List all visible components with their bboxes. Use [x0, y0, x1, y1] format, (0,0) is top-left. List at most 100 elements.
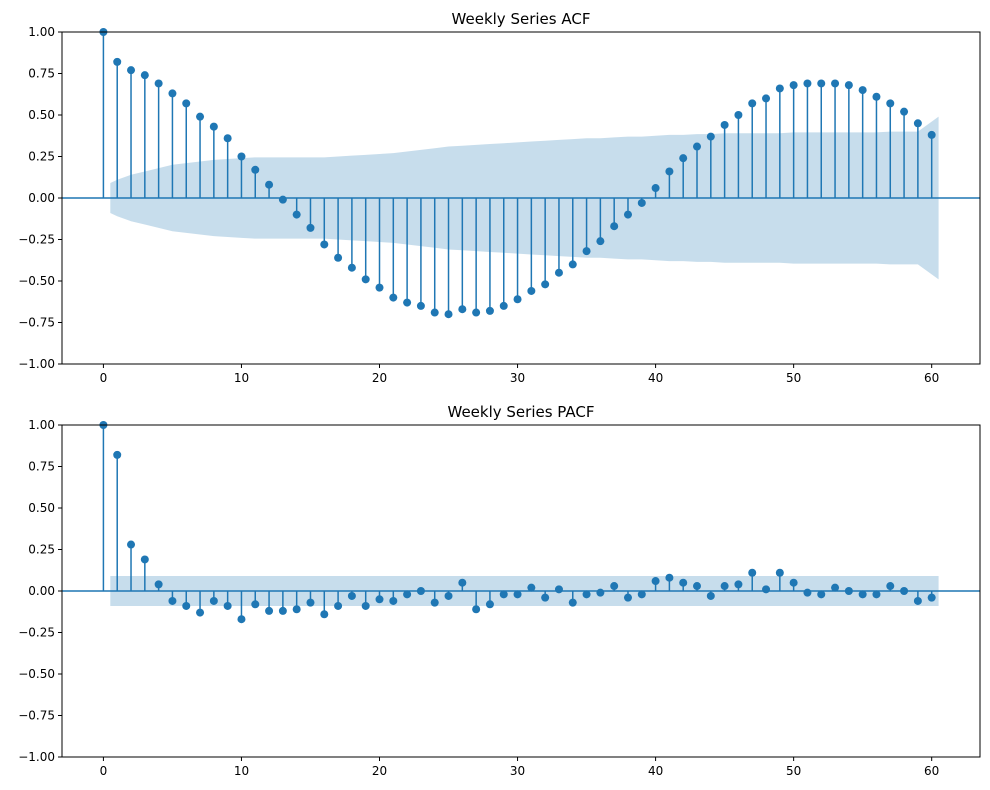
stem-marker — [706, 132, 715, 141]
y-tick-label: −1.00 — [18, 357, 55, 371]
y-tick-label: −1.00 — [18, 750, 55, 764]
stem-marker — [209, 122, 218, 131]
x-tick-label: 30 — [510, 371, 525, 385]
chart-title: Weekly Series ACF — [452, 10, 591, 28]
stem-marker — [292, 210, 301, 219]
y-tick-label: 0.25 — [28, 543, 55, 557]
stem-marker — [320, 610, 329, 619]
stem-marker — [831, 583, 840, 592]
stem-marker — [679, 578, 688, 587]
stem-marker — [623, 593, 632, 602]
stem-marker — [748, 568, 757, 577]
stem-marker — [168, 596, 177, 605]
y-tick-label: 1.00 — [28, 418, 55, 432]
stem-marker — [817, 79, 826, 88]
stem-marker — [127, 540, 136, 549]
stem-marker — [416, 301, 425, 310]
stem-marker — [762, 94, 771, 103]
x-tick-label: 50 — [786, 764, 801, 778]
x-tick-label: 10 — [234, 764, 249, 778]
stem-marker — [582, 247, 591, 256]
stem-marker — [154, 79, 163, 88]
stem-marker — [596, 237, 605, 246]
stem-marker — [554, 268, 563, 277]
stem-marker — [209, 596, 218, 605]
stem-marker — [679, 154, 688, 163]
stem-marker — [375, 283, 384, 292]
stem-marker — [278, 606, 287, 615]
stem-marker — [651, 577, 660, 586]
stem-marker — [720, 582, 729, 591]
y-tick-label: 0.50 — [28, 108, 55, 122]
x-tick-label: 20 — [372, 764, 387, 778]
stem-marker — [858, 590, 867, 599]
stem-marker — [554, 585, 563, 594]
stem-marker — [913, 119, 922, 128]
x-tick-label: 40 — [648, 371, 663, 385]
stem-marker — [927, 593, 936, 602]
y-tick-label: 0.75 — [28, 67, 55, 81]
stem-marker — [610, 222, 619, 231]
stem-marker — [458, 305, 467, 314]
stem-marker — [789, 578, 798, 587]
stem-marker — [306, 223, 315, 232]
stem-marker — [223, 601, 232, 610]
stem-marker — [292, 605, 301, 614]
stem-marker — [389, 596, 398, 605]
stem-marker — [168, 89, 177, 98]
stem-marker — [789, 81, 798, 90]
stem-marker — [223, 134, 232, 143]
stem-marker — [803, 588, 812, 597]
stem-marker — [900, 587, 909, 595]
x-tick-label: 10 — [234, 371, 249, 385]
stem-marker — [831, 79, 840, 88]
x-tick-label: 0 — [100, 371, 108, 385]
stem-marker — [775, 84, 784, 93]
y-tick-label: −0.50 — [18, 667, 55, 681]
stem-marker — [416, 587, 425, 595]
stem-marker — [251, 600, 260, 609]
x-tick-label: 40 — [648, 764, 663, 778]
x-tick-label: 0 — [100, 764, 108, 778]
stem-marker — [113, 450, 122, 459]
stem-marker — [113, 57, 122, 66]
chart-title: Weekly Series PACF — [448, 403, 595, 421]
stem-marker — [347, 591, 356, 600]
stem-marker — [430, 308, 439, 317]
stem-marker — [900, 107, 909, 116]
stem-marker — [306, 598, 315, 607]
stem-marker — [278, 195, 287, 204]
y-tick-label: −0.25 — [18, 233, 55, 247]
stem-marker — [140, 555, 149, 564]
stem-marker — [651, 184, 660, 193]
stem-marker — [485, 600, 494, 609]
stem-marker — [403, 298, 412, 307]
stem-marker — [734, 580, 743, 589]
x-tick-label: 60 — [924, 371, 939, 385]
stem-marker — [472, 605, 481, 614]
stem-marker — [872, 92, 881, 101]
stem-marker — [637, 590, 646, 599]
stem-marker — [527, 583, 536, 592]
stem-marker — [320, 240, 329, 249]
stem-marker — [706, 591, 715, 600]
stem-marker — [485, 306, 494, 315]
x-tick-label: 50 — [786, 371, 801, 385]
stem-marker — [913, 596, 922, 605]
stem-marker — [389, 293, 398, 302]
y-tick-label: 0.00 — [28, 584, 55, 598]
stem-marker — [734, 111, 743, 119]
stem-marker — [237, 615, 246, 624]
y-tick-label: −0.75 — [18, 316, 55, 330]
stem-marker — [775, 568, 784, 577]
stem-marker — [361, 601, 370, 610]
stem-marker — [140, 71, 149, 80]
x-tick-label: 30 — [510, 764, 525, 778]
stem-marker — [527, 286, 536, 295]
stem-marker — [127, 66, 136, 75]
stem-marker — [693, 582, 702, 591]
y-tick-label: −0.50 — [18, 274, 55, 288]
stem-marker — [762, 585, 771, 594]
y-tick-label: 0.75 — [28, 460, 55, 474]
